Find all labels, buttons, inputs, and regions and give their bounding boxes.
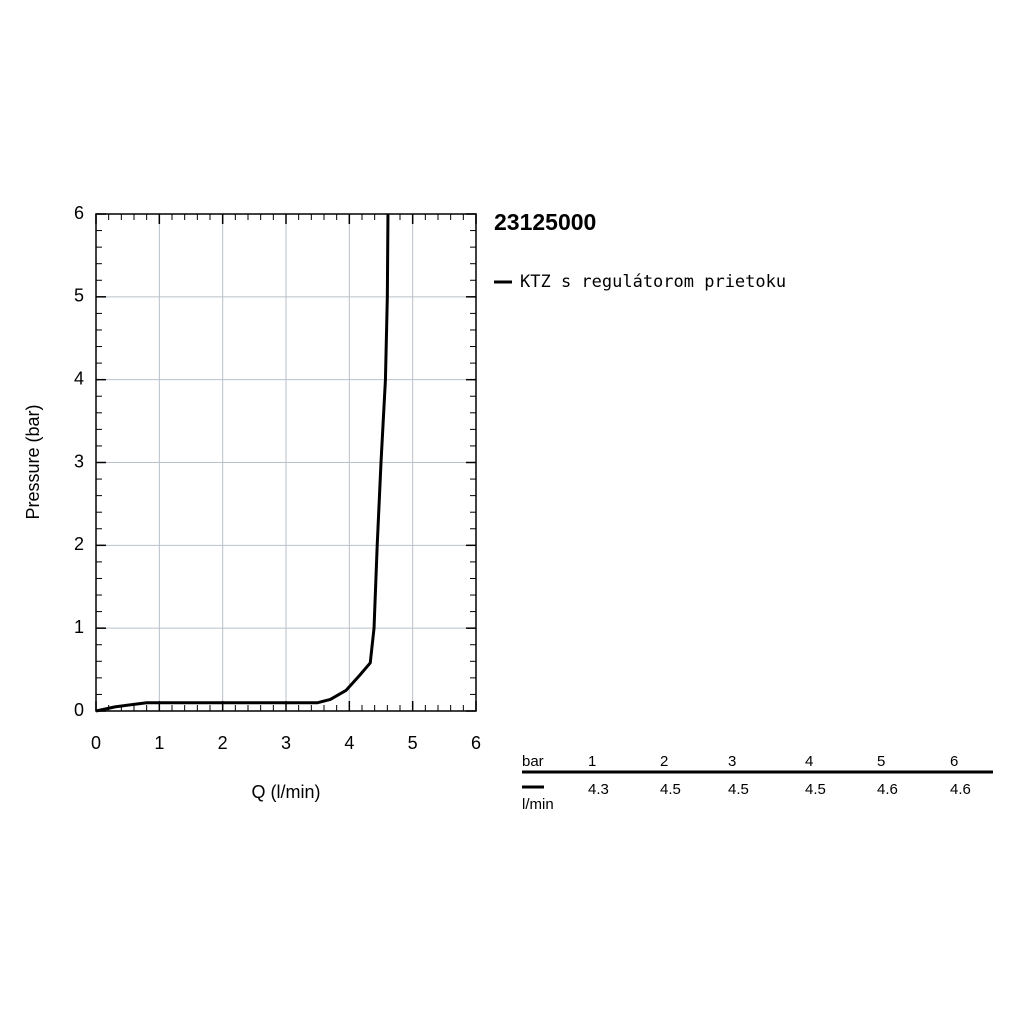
table-header: 3 (728, 753, 736, 770)
x-tick-label: 3 (281, 733, 291, 753)
y-tick-label: 6 (74, 203, 84, 223)
y-tick-label: 3 (74, 451, 84, 471)
table-value: 4.6 (877, 781, 898, 798)
y-tick-label: 1 (74, 617, 84, 637)
chart-title: 23125000 (494, 209, 596, 235)
y-tick-label: 5 (74, 286, 84, 306)
table-header: 6 (950, 753, 958, 770)
y-tick-label: 2 (74, 534, 84, 554)
table-value: 4.3 (588, 781, 609, 798)
table-value: 4.6 (950, 781, 971, 798)
x-tick-label: 5 (408, 733, 418, 753)
y-tick-label: 4 (74, 368, 84, 388)
plot-frame (95, 213, 477, 712)
table-value: 4.5 (728, 781, 749, 798)
table-value: 4.5 (660, 781, 681, 798)
table-header: 1 (588, 753, 596, 770)
table-header: 5 (877, 753, 885, 770)
legend-label: KTZ s regulátorom prietoku (520, 272, 786, 292)
x-axis-label: Q (l/min) (252, 782, 321, 802)
x-tick-label: 2 (218, 733, 228, 753)
x-tick-label: 6 (471, 733, 481, 753)
table-header: 2 (660, 753, 668, 770)
x-tick-label: 4 (344, 733, 354, 753)
data-line (95, 213, 390, 713)
x-tick-label: 1 (154, 733, 164, 753)
x-tick-label: 0 (91, 733, 101, 753)
y-axis-label: Pressure (bar) (23, 404, 43, 519)
y-tick-label: 0 (74, 700, 84, 720)
table-header: 4 (805, 753, 813, 770)
table-value: 4.5 (805, 781, 826, 798)
table-header: bar (522, 753, 544, 770)
table-unit: l/min (522, 796, 554, 813)
